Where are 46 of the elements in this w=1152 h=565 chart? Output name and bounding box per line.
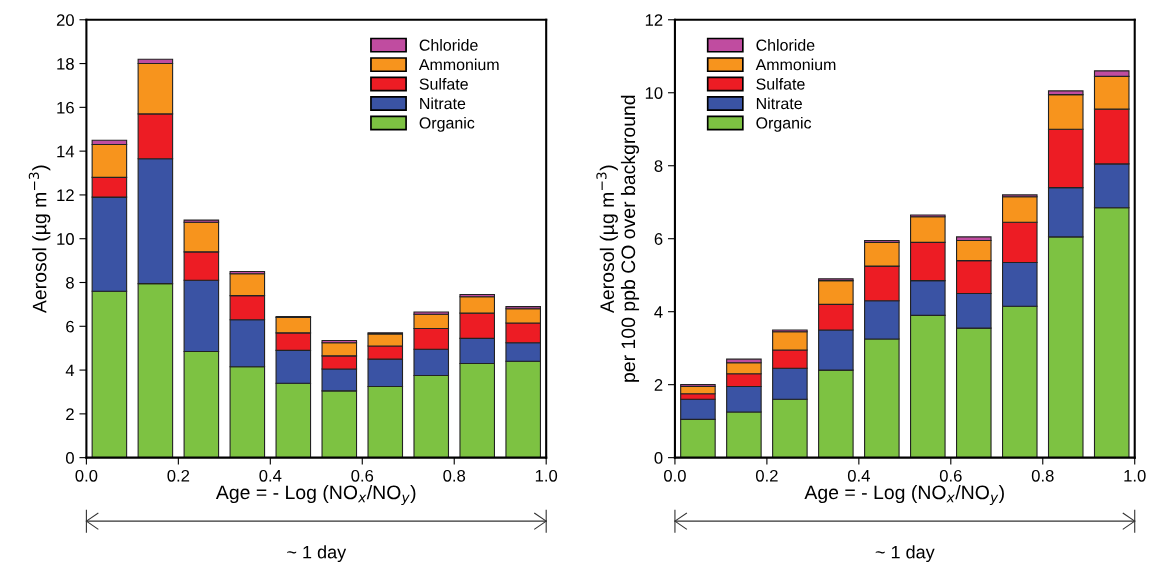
- y-tick-label: 8: [66, 276, 74, 289]
- y-tick-label: 8: [654, 160, 663, 172]
- y-tick-label: 2: [66, 408, 74, 420]
- x-axis-title: Age = - Log (NO$_{x}$/NO$_{y}$): [804, 484, 1004, 506]
- y-tick-label: 12: [57, 189, 74, 201]
- y-tick-label: 18: [57, 57, 74, 70]
- y-axis-title: Aerosol (µg m$^{−3}$) per 100 ppb CO over background: [596, 95, 640, 382]
- y-tick-label: 10: [57, 233, 74, 245]
- y-tick-label: 0: [65, 452, 74, 464]
- y-tick-label: 16: [57, 101, 74, 114]
- legend-label: Chloride: [756, 39, 815, 51]
- y-tick-label: 12: [645, 14, 663, 26]
- x-tick-label: 0.4: [259, 469, 282, 482]
- y-tick-label: 6: [66, 320, 74, 333]
- x-axis-title: Age = - Log (NO$_{x}$/NO$_{y}$): [215, 484, 416, 506]
- y-tick-label: 4: [65, 364, 75, 377]
- y-tick-label: 4: [654, 306, 663, 318]
- x-tick-label: 0.8: [443, 469, 466, 482]
- y-tick-label: 2: [654, 379, 663, 391]
- x-tick-label: 1.0: [535, 469, 558, 482]
- x-tick-label: 0.2: [167, 469, 190, 482]
- y-tick-label: 14: [57, 145, 75, 158]
- legend-label: Chloride: [419, 39, 478, 51]
- y-tick-label: 6: [654, 233, 663, 245]
- legend-label: Sulfate: [419, 77, 468, 90]
- text: ~ 1 day: [875, 545, 935, 563]
- legend-label: Organic: [756, 116, 812, 132]
- legend-label: Sulfate: [756, 77, 805, 90]
- legend-label: Nitrate: [420, 97, 466, 110]
- x-tick-label: 0.6: [939, 469, 962, 482]
- x-tick-label: 0.0: [75, 469, 98, 482]
- legend-label: Ammonium: [755, 58, 836, 71]
- legend-label: Organic: [419, 116, 475, 132]
- x-tick-label: 1.0: [1124, 469, 1146, 482]
- y-tick-label: 20: [56, 14, 74, 26]
- legend-label: Nitrate: [756, 97, 802, 110]
- x-tick-label: 0.0: [664, 469, 686, 482]
- y-tick-label: 10: [645, 87, 663, 99]
- y-axis-title: Aerosol (µg m$^{−3}$): [28, 165, 51, 314]
- x-tick-label: 0.4: [847, 469, 870, 482]
- text: ~ 1 day: [287, 545, 347, 563]
- legend-label: Ammonium: [418, 58, 499, 71]
- x-tick-label: 0.2: [755, 469, 778, 482]
- x-tick-label: 0.8: [1031, 469, 1054, 482]
- y-tick-label: 0: [654, 452, 663, 464]
- x-tick-label: 0.6: [351, 469, 374, 482]
